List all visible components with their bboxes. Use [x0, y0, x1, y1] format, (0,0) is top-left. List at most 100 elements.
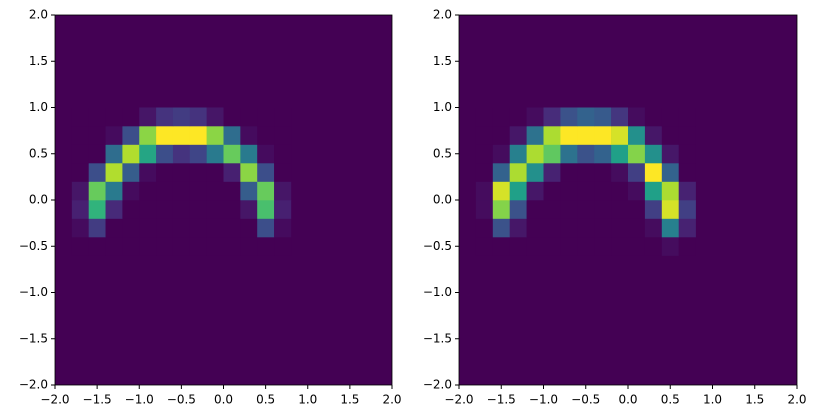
hist-cell: [644, 181, 663, 201]
hist-cell: [678, 163, 696, 182]
hist-cell: [274, 107, 292, 127]
hist-cell: [172, 163, 191, 182]
hist-cell: [560, 107, 578, 127]
y-tick-label: 0.5: [433, 146, 452, 160]
hist-cell: [156, 237, 174, 256]
y-tick-label: −2.0: [19, 378, 48, 392]
hist-cell: [678, 181, 696, 201]
hist-cell: [492, 181, 510, 201]
hist-cell: [594, 237, 612, 256]
hist-cell: [492, 126, 510, 145]
hist-cell: [543, 237, 561, 256]
hist-cell: [661, 126, 679, 145]
hist-cell: [274, 218, 292, 238]
hist-cell: [628, 200, 646, 219]
hist-cell: [492, 237, 510, 256]
hist-cell: [577, 144, 595, 164]
hist-cell: [105, 181, 123, 201]
hist-cell: [560, 144, 578, 164]
hist-cell: [240, 144, 258, 164]
hist-cell: [105, 126, 123, 145]
hist-cell: [139, 144, 157, 164]
hist-cell: [88, 181, 106, 201]
hist-cell: [526, 126, 544, 145]
y-tick-label: 1.0: [433, 100, 452, 114]
hist-cell: [257, 126, 275, 145]
hist-cell: [509, 107, 527, 127]
hist-cell: [156, 163, 174, 182]
hist-cell: [611, 144, 629, 164]
hist-cell: [223, 218, 241, 238]
hist-cell: [257, 144, 275, 164]
hist-cell: [560, 181, 578, 201]
hist-cell: [594, 126, 612, 145]
hist-cell: [206, 218, 224, 238]
hist-cell: [189, 163, 207, 182]
hist-cell: [611, 126, 629, 145]
x-tick-label: −0.5: [571, 393, 600, 407]
hist-cell: [139, 200, 157, 219]
hist-cell: [678, 126, 696, 145]
hist-cell: [644, 126, 663, 145]
hist-cell: [172, 218, 191, 238]
hist-cell: [543, 218, 561, 238]
y-tick-label: −1.5: [19, 331, 48, 345]
hist-cell: [628, 126, 646, 145]
hist-cell: [71, 200, 89, 219]
hist-cell: [223, 126, 241, 145]
hist-cell: [526, 181, 544, 201]
hist-cell: [475, 181, 494, 201]
y-tick-label: −2.0: [423, 378, 452, 392]
hist-cell: [156, 181, 174, 201]
y-tick-label: 2.0: [433, 8, 452, 22]
hist-cell: [543, 107, 561, 127]
hist-cell: [189, 126, 207, 145]
hist-cell: [189, 200, 207, 219]
hist-cell: [139, 237, 157, 256]
x-tick-label: 2.0: [382, 393, 401, 407]
hist-cell: [156, 126, 174, 145]
hist-cell: [105, 144, 123, 164]
hist-cell: [139, 218, 157, 238]
hist-cell: [189, 144, 207, 164]
hist-cell: [139, 163, 157, 182]
hist-cell: [206, 181, 224, 201]
hist-cell: [189, 181, 207, 201]
hist-cell: [628, 107, 646, 127]
hist-cell: [475, 163, 494, 182]
hist-cell: [678, 200, 696, 219]
y-tick-label: 0.5: [29, 146, 48, 160]
hist-cell: [644, 218, 663, 238]
x-tick-label: 0.0: [214, 393, 233, 407]
hist-cell: [543, 144, 561, 164]
hist-cell: [122, 126, 140, 145]
hist-cell: [71, 126, 89, 145]
hist-cell: [577, 237, 595, 256]
hist-cell: [274, 181, 292, 201]
hist-cell: [611, 107, 629, 127]
x-tick-label: −1.5: [83, 393, 112, 407]
hist-cell: [223, 107, 241, 127]
hist-cell: [105, 107, 123, 127]
hist-cell: [644, 163, 663, 182]
hist-cell: [172, 144, 191, 164]
hist-cell: [156, 218, 174, 238]
hist-cell: [156, 107, 174, 127]
hist-cell: [661, 181, 679, 201]
hist-cell: [122, 200, 140, 219]
hist-cell: [644, 237, 663, 256]
hist-cell: [594, 163, 612, 182]
x-tick-label: 1.0: [703, 393, 722, 407]
hist-cell: [274, 237, 292, 256]
hist-cell: [509, 144, 527, 164]
hist-cell: [577, 163, 595, 182]
hist-cell: [628, 181, 646, 201]
hist-cell: [240, 163, 258, 182]
hist-cell: [206, 144, 224, 164]
hist-cell: [156, 200, 174, 219]
hist-cell: [644, 200, 663, 219]
hist-cell: [189, 107, 207, 127]
hist-cell: [71, 237, 89, 256]
hist-cell: [492, 200, 510, 219]
hist-cell: [223, 181, 241, 201]
